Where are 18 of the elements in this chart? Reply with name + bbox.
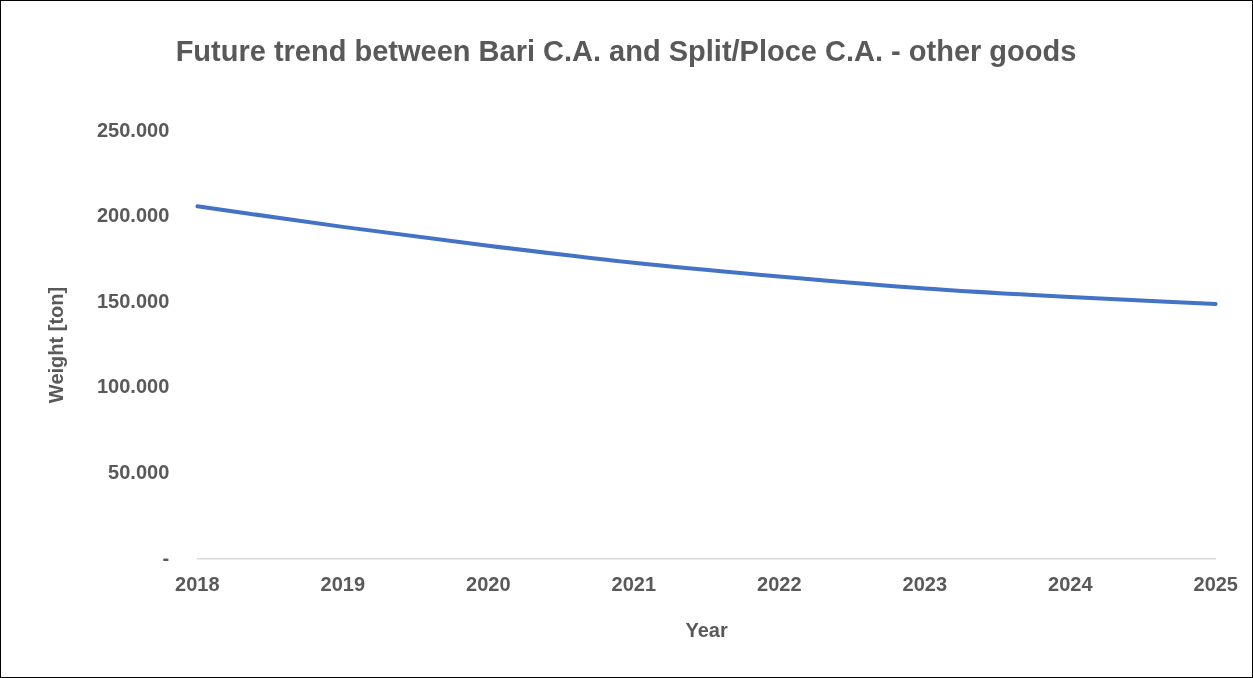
- x-axis-title: Year: [685, 618, 728, 641]
- x-tick-label: 2023: [902, 572, 948, 595]
- x-tick-label: 2020: [466, 572, 511, 595]
- x-tick-label: 2024: [1048, 572, 1094, 595]
- chart-title: Future trend between Bari C.A. and Split/Ploce C.A. - other goods: [174, 34, 1078, 69]
- y-tick-label: 50.000: [108, 460, 170, 483]
- x-tick-label: 2018: [175, 572, 220, 595]
- line-series: [195, 204, 1218, 306]
- y-tick-label: 200.000: [97, 204, 170, 227]
- x-tick-label: 2025: [1193, 572, 1238, 595]
- y-tick-label: -: [162, 546, 170, 569]
- y-axis-title: Weight [ton]: [44, 286, 67, 404]
- x-tick-label: 2022: [757, 572, 802, 595]
- x-tick-label: 2021: [611, 572, 657, 595]
- y-tick-label: 250.000: [97, 118, 170, 141]
- y-tick-label: 100.000: [97, 375, 170, 398]
- y-tick-label: 150.000: [97, 289, 170, 312]
- x-tick-label: 2019: [320, 572, 366, 595]
